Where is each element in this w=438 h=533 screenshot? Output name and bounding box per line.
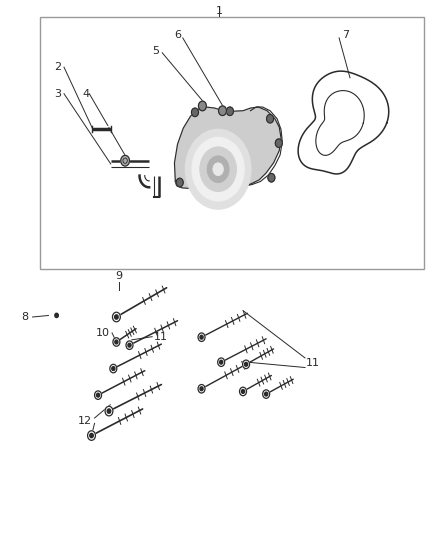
Text: 10: 10: [96, 328, 110, 338]
Circle shape: [113, 312, 120, 322]
Text: 11: 11: [153, 332, 167, 342]
Circle shape: [115, 340, 118, 344]
Polygon shape: [174, 107, 281, 188]
Circle shape: [265, 392, 268, 396]
Circle shape: [218, 358, 225, 367]
Text: 3: 3: [54, 88, 61, 99]
Circle shape: [240, 387, 247, 395]
Circle shape: [176, 178, 183, 187]
Circle shape: [126, 341, 133, 350]
Text: 9: 9: [115, 271, 122, 281]
Bar: [40, 17, 424, 269]
Circle shape: [200, 335, 203, 339]
Circle shape: [219, 360, 223, 364]
Circle shape: [268, 173, 275, 182]
Circle shape: [192, 138, 244, 201]
Circle shape: [263, 390, 270, 398]
Circle shape: [90, 433, 93, 438]
Circle shape: [267, 115, 274, 123]
Text: 12: 12: [78, 416, 92, 426]
Circle shape: [95, 391, 102, 399]
Text: 1: 1: [215, 6, 223, 16]
Circle shape: [200, 387, 203, 391]
Circle shape: [88, 431, 95, 440]
Circle shape: [96, 393, 99, 397]
Circle shape: [226, 107, 233, 116]
Circle shape: [107, 409, 111, 413]
Circle shape: [244, 362, 247, 366]
Circle shape: [191, 108, 198, 117]
Circle shape: [52, 310, 61, 321]
Circle shape: [128, 343, 131, 347]
Circle shape: [185, 130, 251, 209]
Circle shape: [110, 365, 117, 373]
Circle shape: [241, 390, 244, 393]
Text: 8: 8: [21, 312, 28, 322]
Circle shape: [276, 139, 283, 148]
Circle shape: [198, 333, 205, 342]
Text: 5: 5: [152, 46, 159, 56]
Circle shape: [207, 156, 229, 182]
Text: 11: 11: [306, 358, 320, 368]
Text: 4: 4: [82, 88, 89, 99]
Circle shape: [219, 106, 226, 116]
Circle shape: [49, 307, 64, 324]
Circle shape: [198, 101, 206, 111]
Text: 6: 6: [174, 30, 181, 41]
Circle shape: [55, 313, 58, 318]
Circle shape: [113, 338, 120, 346]
Circle shape: [200, 147, 237, 191]
Circle shape: [115, 315, 118, 319]
Text: 2: 2: [54, 62, 61, 72]
Circle shape: [213, 163, 223, 175]
Circle shape: [105, 406, 113, 416]
Circle shape: [112, 367, 115, 370]
Circle shape: [121, 156, 130, 166]
Circle shape: [243, 360, 250, 368]
Circle shape: [198, 384, 205, 393]
Text: 7: 7: [342, 30, 349, 41]
